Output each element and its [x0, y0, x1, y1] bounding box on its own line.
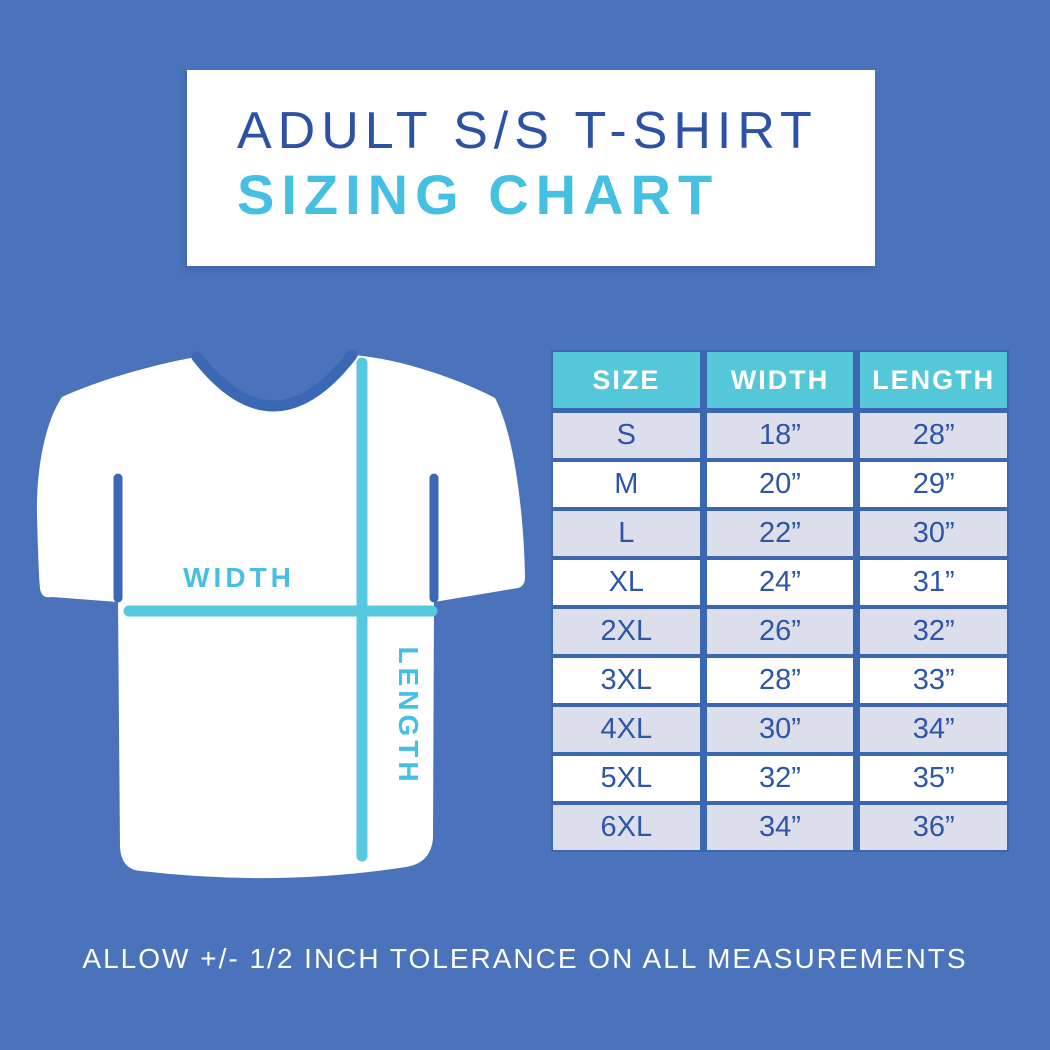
table-row: XL 24” 31” — [553, 560, 1008, 605]
table-row: 4XL 30” 34” — [553, 707, 1008, 752]
size-cell: M — [553, 462, 700, 507]
width-cell: 22” — [706, 511, 854, 556]
column-header-length: LENGTH — [860, 352, 1008, 408]
width-cell: 28” — [706, 658, 854, 703]
length-cell: 35” — [860, 756, 1008, 801]
header-box: ADULT S/S T-SHIRT SIZING CHART — [187, 70, 875, 266]
length-cell: 31” — [860, 560, 1008, 605]
table-row: S 18” 28” — [553, 413, 1008, 458]
width-cell: 18” — [706, 413, 854, 458]
size-cell: 2XL — [553, 609, 700, 654]
size-cell: 5XL — [553, 756, 700, 801]
width-cell: 34” — [706, 805, 854, 850]
sizing-table: SIZE WIDTH LENGTH S 18” 28” M 20” 29” L … — [551, 350, 1009, 852]
length-label: LENGTH — [393, 646, 424, 785]
column-header-size: SIZE — [553, 352, 700, 408]
table-row: 6XL 34” 36” — [553, 805, 1008, 850]
tshirt-silhouette-shape — [36, 355, 526, 879]
width-cell: 32” — [706, 756, 854, 801]
table-row: 2XL 26” 32” — [553, 609, 1008, 654]
table-header-row: SIZE WIDTH LENGTH — [553, 352, 1008, 408]
size-cell: 4XL — [553, 707, 700, 752]
length-cell: 30” — [860, 511, 1008, 556]
length-cell: 34” — [860, 707, 1008, 752]
table-row: 5XL 32” 35” — [553, 756, 1008, 801]
width-cell: 20” — [706, 462, 854, 507]
width-cell: 30” — [706, 707, 854, 752]
size-cell: 3XL — [553, 658, 700, 703]
width-cell: 24” — [706, 560, 854, 605]
length-cell: 28” — [860, 413, 1008, 458]
tolerance-note: ALLOW +/- 1/2 INCH TOLERANCE ON ALL MEAS… — [82, 943, 968, 974]
length-cell: 29” — [860, 462, 1008, 507]
size-cell: L — [553, 511, 700, 556]
tshirt-diagram: WIDTH LENGTH — [36, 349, 526, 879]
collar-outline — [191, 349, 358, 412]
table-row: 3XL 28” 33” — [553, 658, 1008, 703]
table-row: M 20” 29” — [553, 462, 1008, 507]
column-header-width: WIDTH — [706, 352, 854, 408]
length-cell: 32” — [860, 609, 1008, 654]
length-cell: 36” — [860, 805, 1008, 850]
width-label: WIDTH — [183, 562, 295, 593]
size-cell: S — [553, 413, 700, 458]
page-subtitle: SIZING CHART — [237, 163, 720, 226]
length-cell: 33” — [860, 658, 1008, 703]
page-title: ADULT S/S T-SHIRT — [237, 102, 818, 160]
width-cell: 26” — [706, 609, 854, 654]
size-cell: XL — [553, 560, 700, 605]
size-cell: 6XL — [553, 805, 700, 850]
table-row: L 22” 30” — [553, 511, 1008, 556]
